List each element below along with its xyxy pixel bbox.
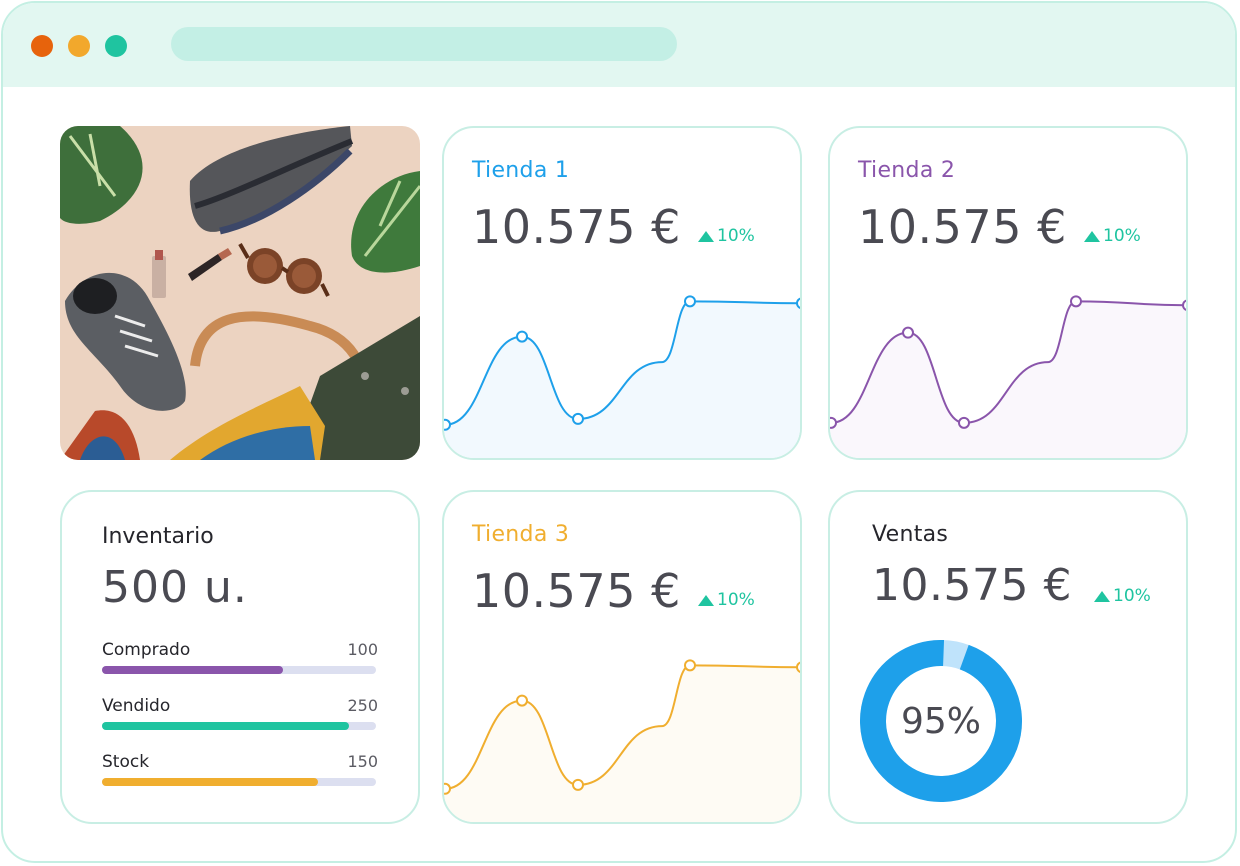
- triangle-up-icon: [1084, 230, 1100, 242]
- card-title: Ventas: [872, 522, 949, 547]
- trend-indicator: 10%: [1084, 226, 1141, 246]
- trend-indicator: 10%: [698, 226, 755, 246]
- donut-progress-arc: [860, 640, 1022, 802]
- chart-data-point[interactable]: [828, 416, 837, 429]
- row-value: 250: [347, 696, 378, 715]
- chart-data-point[interactable]: [516, 694, 528, 707]
- chart-data-point[interactable]: [1070, 295, 1082, 308]
- progress-track: [102, 778, 376, 786]
- card-value: 10.575 €: [472, 200, 681, 254]
- chart-series-line: [444, 664, 800, 790]
- progress-track: [102, 722, 376, 730]
- trend-value: 10%: [717, 590, 755, 610]
- chart-data-point[interactable]: [572, 412, 584, 425]
- trend-indicator: 10%: [698, 590, 755, 610]
- row-label: Stock: [102, 752, 150, 772]
- chart-area: [830, 301, 1186, 458]
- card-title: Tienda 3: [472, 522, 570, 547]
- row-value: 100: [347, 640, 378, 659]
- card-value: 10.575 €: [472, 564, 681, 618]
- chart-series-line: [444, 300, 800, 426]
- store-2-card[interactable]: Tienda 2 10.575 € 10%: [828, 126, 1188, 460]
- chart-data-point[interactable]: [796, 297, 802, 309]
- card-value: 10.575 €: [872, 560, 1072, 611]
- chart-area: [444, 301, 800, 458]
- card-title: Tienda 1: [472, 158, 570, 183]
- sales-donut-chart: [860, 640, 1022, 802]
- chart-data-point[interactable]: [1182, 299, 1188, 311]
- chart-data-point[interactable]: [684, 659, 696, 672]
- store-2-line-chart: [828, 295, 1188, 458]
- chart-data-point[interactable]: [442, 782, 451, 795]
- chart-data-point[interactable]: [796, 661, 802, 673]
- sales-card[interactable]: Ventas 10.575 € 10% 95%: [828, 490, 1188, 824]
- trend-indicator: 10%: [1094, 586, 1151, 606]
- progress-fill: [102, 778, 319, 786]
- triangle-up-icon: [698, 594, 714, 606]
- card-value: 10.575 €: [858, 200, 1067, 254]
- chart-data-point[interactable]: [684, 295, 696, 308]
- store-3-card[interactable]: Tienda 3 10.575 € 10%: [442, 490, 802, 824]
- trend-value: 10%: [717, 226, 755, 246]
- store-1-card[interactable]: Tienda 1 10.575 € 10%: [442, 126, 802, 460]
- row-label: Comprado: [102, 640, 191, 660]
- product-photo: [60, 126, 420, 460]
- progress-track: [102, 666, 376, 674]
- maximize-window-dot[interactable]: [105, 35, 127, 57]
- row-label: Vendido: [102, 696, 171, 716]
- triangle-up-icon: [698, 230, 714, 242]
- minimize-window-dot[interactable]: [68, 35, 90, 57]
- triangle-up-icon: [1094, 590, 1110, 602]
- card-title: Tienda 2: [858, 158, 956, 183]
- row-value: 150: [347, 752, 378, 771]
- chart-data-point[interactable]: [516, 330, 528, 343]
- title-bar: [3, 3, 1235, 87]
- chart-data-point[interactable]: [902, 326, 914, 339]
- trend-value: 10%: [1103, 226, 1141, 246]
- inventory-card[interactable]: Inventario 500 u. Comprado 100 Vendido 2…: [60, 490, 420, 824]
- chart-data-point[interactable]: [572, 778, 584, 791]
- chart-data-point[interactable]: [442, 418, 451, 431]
- donut-percent-label: 95%: [900, 700, 981, 742]
- address-bar[interactable]: [171, 27, 677, 61]
- chart-area: [444, 665, 800, 822]
- trend-value: 10%: [1113, 586, 1151, 606]
- progress-fill: [102, 666, 283, 674]
- store-1-line-chart: [442, 295, 802, 458]
- chart-data-point[interactable]: [958, 416, 970, 429]
- close-window-dot[interactable]: [31, 35, 53, 57]
- inventory-total: 500 u.: [102, 562, 248, 613]
- card-title: Inventario: [102, 524, 214, 549]
- progress-fill: [102, 722, 349, 730]
- store-3-line-chart: [442, 659, 802, 822]
